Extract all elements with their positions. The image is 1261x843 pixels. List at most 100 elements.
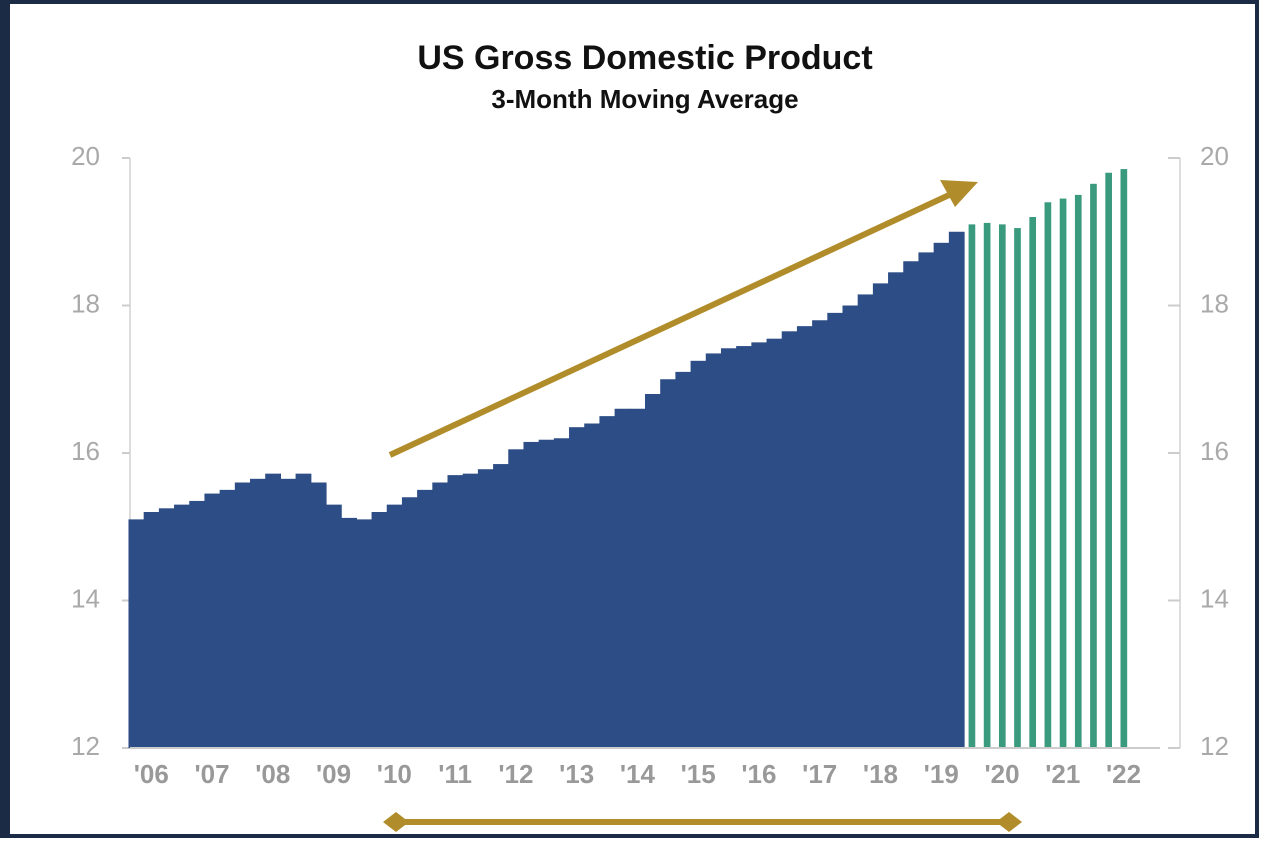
bar: [371, 512, 388, 748]
frame-edge: [0, 0, 10, 838]
bar: [1105, 172, 1112, 748]
bar: [983, 222, 991, 748]
bar: [933, 242, 950, 748]
bar: [417, 489, 433, 748]
bar: [219, 489, 236, 748]
bar: [812, 320, 828, 748]
annotations: [383, 180, 1022, 832]
y2-tick-label: 16: [1200, 436, 1229, 466]
y2-tick-label: 20: [1200, 141, 1229, 171]
bar: [827, 312, 844, 748]
bar: [584, 423, 601, 748]
bar: [751, 342, 768, 748]
y-tick-label: 12: [71, 731, 100, 761]
x-tick-label: '10: [377, 759, 412, 789]
x-tick-label: '08: [255, 759, 290, 789]
bar: [401, 497, 418, 748]
bar: [675, 371, 692, 748]
x-tick-label: '21: [1045, 759, 1080, 789]
x-tick-label: '14: [620, 759, 656, 789]
bar: [1090, 183, 1097, 748]
bar: [569, 427, 585, 748]
y-tick-label: 20: [71, 141, 100, 171]
bar: [1029, 217, 1037, 748]
y-tick-label: 18: [71, 288, 100, 318]
bar: [781, 331, 798, 748]
bar: [720, 348, 737, 748]
y2-tick-label: 12: [1200, 731, 1229, 761]
bar: [842, 305, 859, 748]
y-tick-label: 14: [71, 583, 100, 613]
bar: [204, 493, 221, 748]
bar: [599, 416, 616, 748]
bar: [265, 473, 281, 748]
arrow-head: [383, 812, 409, 832]
chart-title: US Gross Domestic Product: [417, 39, 872, 77]
bar: [523, 441, 540, 748]
bar: [1120, 169, 1128, 748]
trend-arrow: [388, 186, 964, 458]
arrow-head: [940, 180, 978, 207]
bar: [614, 408, 631, 748]
bar: [629, 408, 646, 748]
arrow-head: [996, 812, 1022, 832]
bar: [968, 224, 976, 748]
bar: [234, 482, 251, 748]
bar: [280, 478, 297, 748]
x-tick-label: '07: [194, 759, 229, 789]
bar: [310, 482, 327, 748]
bar: [660, 379, 676, 748]
bar: [918, 252, 935, 748]
x-tick-label: '20: [984, 759, 1019, 789]
bar: [736, 346, 752, 748]
bar: [1044, 202, 1052, 748]
bar: [143, 512, 160, 748]
bar: [128, 519, 145, 748]
bar: [1014, 228, 1021, 748]
bar: [325, 504, 342, 748]
bar: [295, 473, 312, 748]
x-tick-label: '19: [924, 759, 959, 789]
bar: [250, 478, 266, 748]
y2-tick-label: 14: [1200, 583, 1229, 613]
bar: [1074, 194, 1082, 748]
x-tick-label: '22: [1106, 759, 1141, 789]
bar: [189, 500, 206, 748]
y-tick-label: 16: [71, 436, 100, 466]
bar: [447, 475, 464, 748]
x-tick-label: '15: [681, 759, 716, 789]
bar: [508, 449, 525, 748]
y2-tick-label: 18: [1200, 288, 1229, 318]
bar: [872, 283, 889, 748]
bar: [432, 482, 449, 748]
bar: [998, 224, 1006, 748]
bar: [903, 261, 920, 748]
bar: [462, 473, 479, 748]
bar: [341, 517, 357, 748]
x-tick-label: '18: [863, 759, 898, 789]
bar: [645, 394, 661, 748]
x-tick-label: '11: [438, 759, 472, 789]
plot: 12 14 16 18 20 12 14 16 18 20 '06 '07 '08 '09 '10 '11 '1…: [71, 141, 1229, 789]
bar: [538, 439, 555, 748]
bar: [553, 438, 570, 748]
x-tick-label: '12: [498, 759, 533, 789]
x-tick-label: '06: [134, 759, 169, 789]
bar: [477, 469, 494, 748]
bar: [888, 272, 904, 748]
bar: [158, 508, 175, 748]
bar: [705, 353, 722, 748]
bar: [386, 504, 403, 748]
bar: [174, 504, 190, 748]
bar: [690, 360, 707, 748]
x-tick-label: '09: [316, 759, 351, 789]
bar: [493, 464, 509, 748]
bar: [857, 294, 874, 748]
x-tick-label: '13: [559, 759, 594, 789]
bar: [948, 231, 965, 748]
x-tick-label: '17: [802, 759, 837, 789]
bar: [766, 338, 783, 748]
bar: [356, 519, 373, 748]
chart-subtitle: 3-Month Moving Average: [491, 84, 798, 114]
